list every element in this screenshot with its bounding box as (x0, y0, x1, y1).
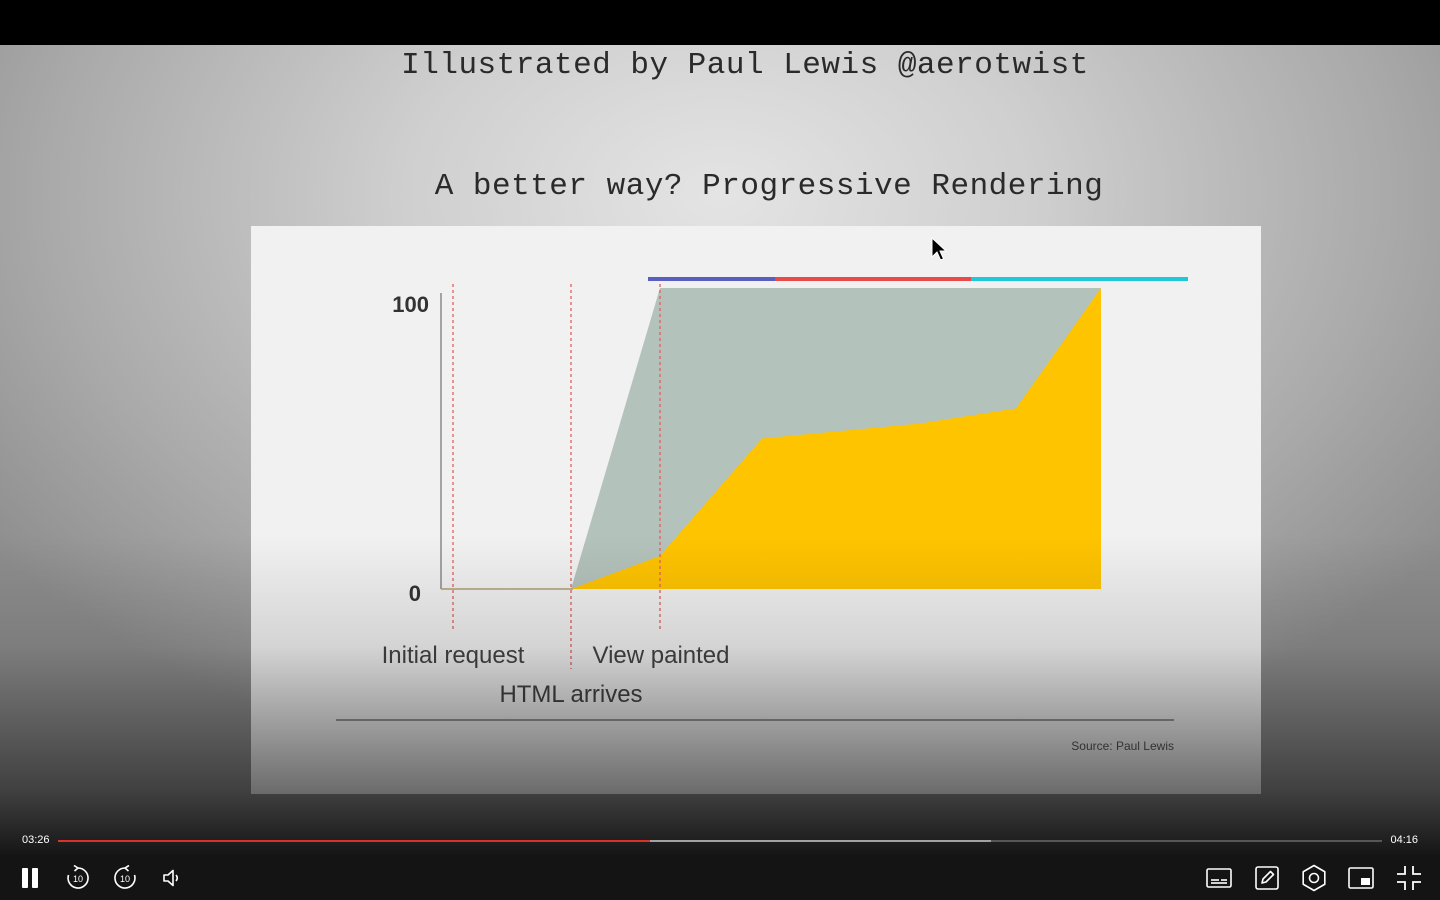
subtitles-icon (1206, 867, 1232, 888)
rewind-10-button[interactable]: 10 (58, 855, 98, 900)
picture-in-picture-button[interactable] (1341, 855, 1381, 900)
subtitles-button[interactable] (1199, 855, 1239, 900)
exit-fullscreen-icon (1397, 865, 1421, 890)
progress-bar[interactable] (58, 840, 1382, 842)
control-bar (0, 855, 1440, 900)
edit-note-icon (1255, 865, 1279, 890)
pause-icon (22, 867, 38, 888)
event-label-initial-request: Initial request (382, 642, 525, 669)
source-credit: Source: Paul Lewis (1071, 739, 1174, 753)
event-label-view-painted: View painted (593, 642, 730, 669)
rewind-10-icon: 10 (67, 864, 89, 889)
volume-button[interactable] (152, 855, 192, 900)
notes-button[interactable] (1247, 855, 1287, 900)
svg-text:10: 10 (120, 874, 130, 884)
event-label-html-arrives: HTML arrives (499, 681, 642, 708)
settings-icon (1302, 864, 1326, 891)
progress-played (58, 840, 650, 842)
video-top-letterbox (0, 0, 1440, 45)
progressive-rendering-chart: 100 0 Initial request HTML arrives View … (336, 277, 1188, 753)
exit-fullscreen-button[interactable] (1389, 855, 1429, 900)
y-tick-label-100: 100 (392, 292, 429, 317)
slide-credit: Illustrated by Paul Lewis @aerotwist (401, 48, 1089, 83)
settings-button[interactable] (1294, 855, 1334, 900)
area-series-yellow (441, 288, 1101, 589)
forward-10-icon: 10 (114, 864, 136, 889)
chart-panel: 100 0 Initial request HTML arrives View … (251, 226, 1261, 794)
total-time: 04:16 (1390, 834, 1418, 846)
current-time: 03:26 (22, 834, 50, 846)
forward-10-button[interactable]: 10 (105, 855, 145, 900)
svg-text:10: 10 (73, 874, 83, 884)
mouse-cursor-icon (931, 237, 947, 261)
y-tick-label-0: 0 (409, 581, 421, 606)
slide-headline: A better way? Progressive Rendering (434, 169, 1104, 204)
volume-icon (163, 869, 179, 886)
play-pause-button[interactable] (10, 855, 50, 900)
video-frame[interactable]: Illustrated by Paul Lewis @aerotwist A b… (0, 45, 1440, 855)
picture-in-picture-icon (1348, 866, 1374, 889)
